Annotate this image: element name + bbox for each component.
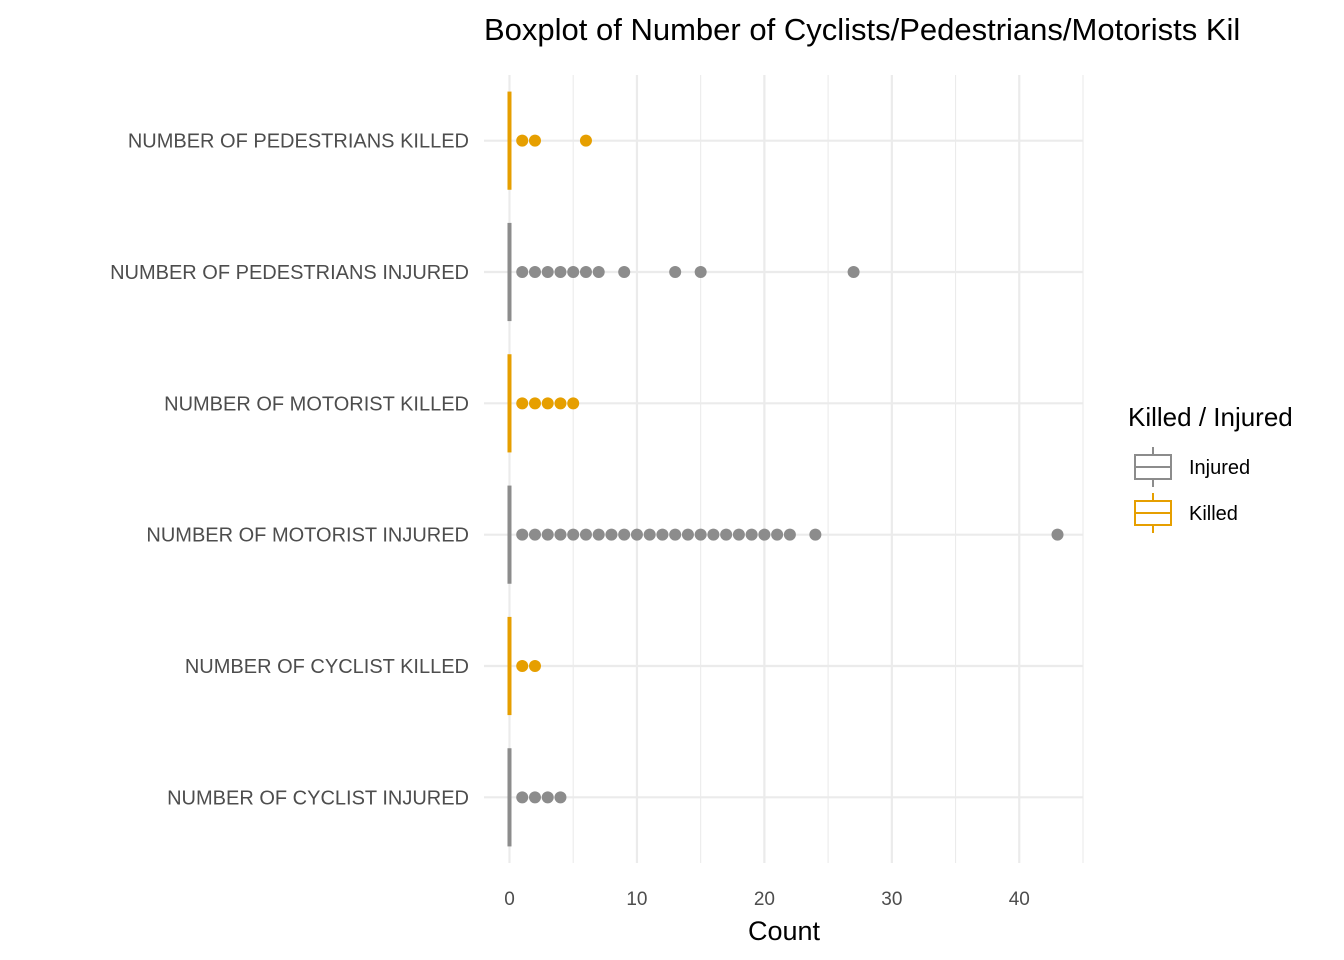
outlier-point (567, 528, 580, 541)
outlier-point (528, 266, 541, 278)
outlier-point (541, 397, 554, 410)
outlier-point (745, 528, 758, 541)
outlier-point (541, 528, 554, 541)
outlier-point (554, 528, 567, 541)
x-tick-label: 30 (881, 889, 902, 910)
box-injured (507, 222, 512, 322)
category-labels: NUMBER OF PEDESTRIANS KILLED NUMBER OF PE… (110, 131, 469, 810)
outlier-point (528, 397, 541, 410)
legend-title: Killed / Injured (1128, 402, 1293, 432)
outlier-point (618, 528, 631, 541)
outlier-point (669, 266, 682, 278)
legend: Killed / Injured Injured Killed (1128, 402, 1293, 533)
x-tick-label: 20 (754, 889, 775, 910)
outlier-point (771, 528, 784, 541)
box-killed (507, 616, 512, 716)
outlier-point (579, 134, 592, 147)
outlier-point (847, 266, 860, 278)
chart-title: Boxplot of Number of Cyclists/Pedestrian… (484, 12, 1240, 47)
outlier-point (1051, 528, 1064, 541)
outlier-point (516, 660, 529, 672)
x-tick-label: 10 (626, 889, 647, 910)
outlier-point (694, 266, 707, 278)
outlier-point (528, 660, 541, 672)
legend-label: Injured (1189, 457, 1250, 479)
box-injured (507, 485, 512, 584)
outlier-point (567, 397, 580, 410)
category-label: NUMBER OF PEDESTRIANS KILLED (128, 131, 469, 153)
outlier-point (554, 266, 567, 278)
outlier-point (516, 134, 529, 147)
legend-label: Killed (1189, 503, 1238, 525)
outlier-point (630, 528, 643, 541)
boxes (507, 91, 512, 847)
category-label: NUMBER OF MOTORIST INJURED (146, 525, 469, 547)
outlier-point (669, 528, 682, 541)
outlier-point (528, 134, 541, 147)
outlier-point (618, 266, 631, 278)
x-tick-labels: 0 10 20 30 40 (504, 889, 1030, 910)
outlier-point (516, 791, 529, 804)
outlier-point (783, 528, 796, 541)
outlier-point (809, 528, 822, 541)
outlier-point (592, 528, 605, 541)
outlier-point (592, 266, 605, 278)
outlier-point (605, 528, 618, 541)
outlier-point (681, 528, 694, 541)
category-label: NUMBER OF PEDESTRIANS INJURED (110, 262, 469, 284)
outlier-point (579, 266, 592, 278)
box-killed (507, 354, 512, 453)
outlier-points (516, 134, 1064, 804)
outlier-point (516, 397, 529, 410)
grid (484, 75, 1084, 863)
outlier-point (694, 528, 707, 541)
box-killed (507, 91, 512, 190)
outlier-point (732, 528, 745, 541)
outlier-point (707, 528, 720, 541)
outlier-point (541, 266, 554, 278)
outlier-point (541, 791, 554, 804)
box-injured (507, 748, 512, 847)
outlier-point (516, 266, 529, 278)
x-tick-label: 0 (504, 889, 515, 910)
x-tick-label: 40 (1009, 889, 1030, 910)
outlier-point (720, 528, 733, 541)
outlier-point (528, 791, 541, 804)
category-label: NUMBER OF CYCLIST INJURED (167, 787, 469, 809)
outlier-point (758, 528, 771, 541)
category-label: NUMBER OF MOTORIST KILLED (164, 393, 469, 415)
outlier-point (579, 528, 592, 541)
outlier-point (516, 528, 529, 541)
x-axis-title: Count (748, 916, 821, 946)
outlier-point (528, 528, 541, 541)
outlier-point (567, 266, 580, 278)
outlier-point (554, 791, 567, 804)
outlier-point (554, 397, 567, 410)
outlier-point (656, 528, 669, 541)
outlier-point (643, 528, 656, 541)
category-label: NUMBER OF CYCLIST KILLED (185, 656, 469, 678)
